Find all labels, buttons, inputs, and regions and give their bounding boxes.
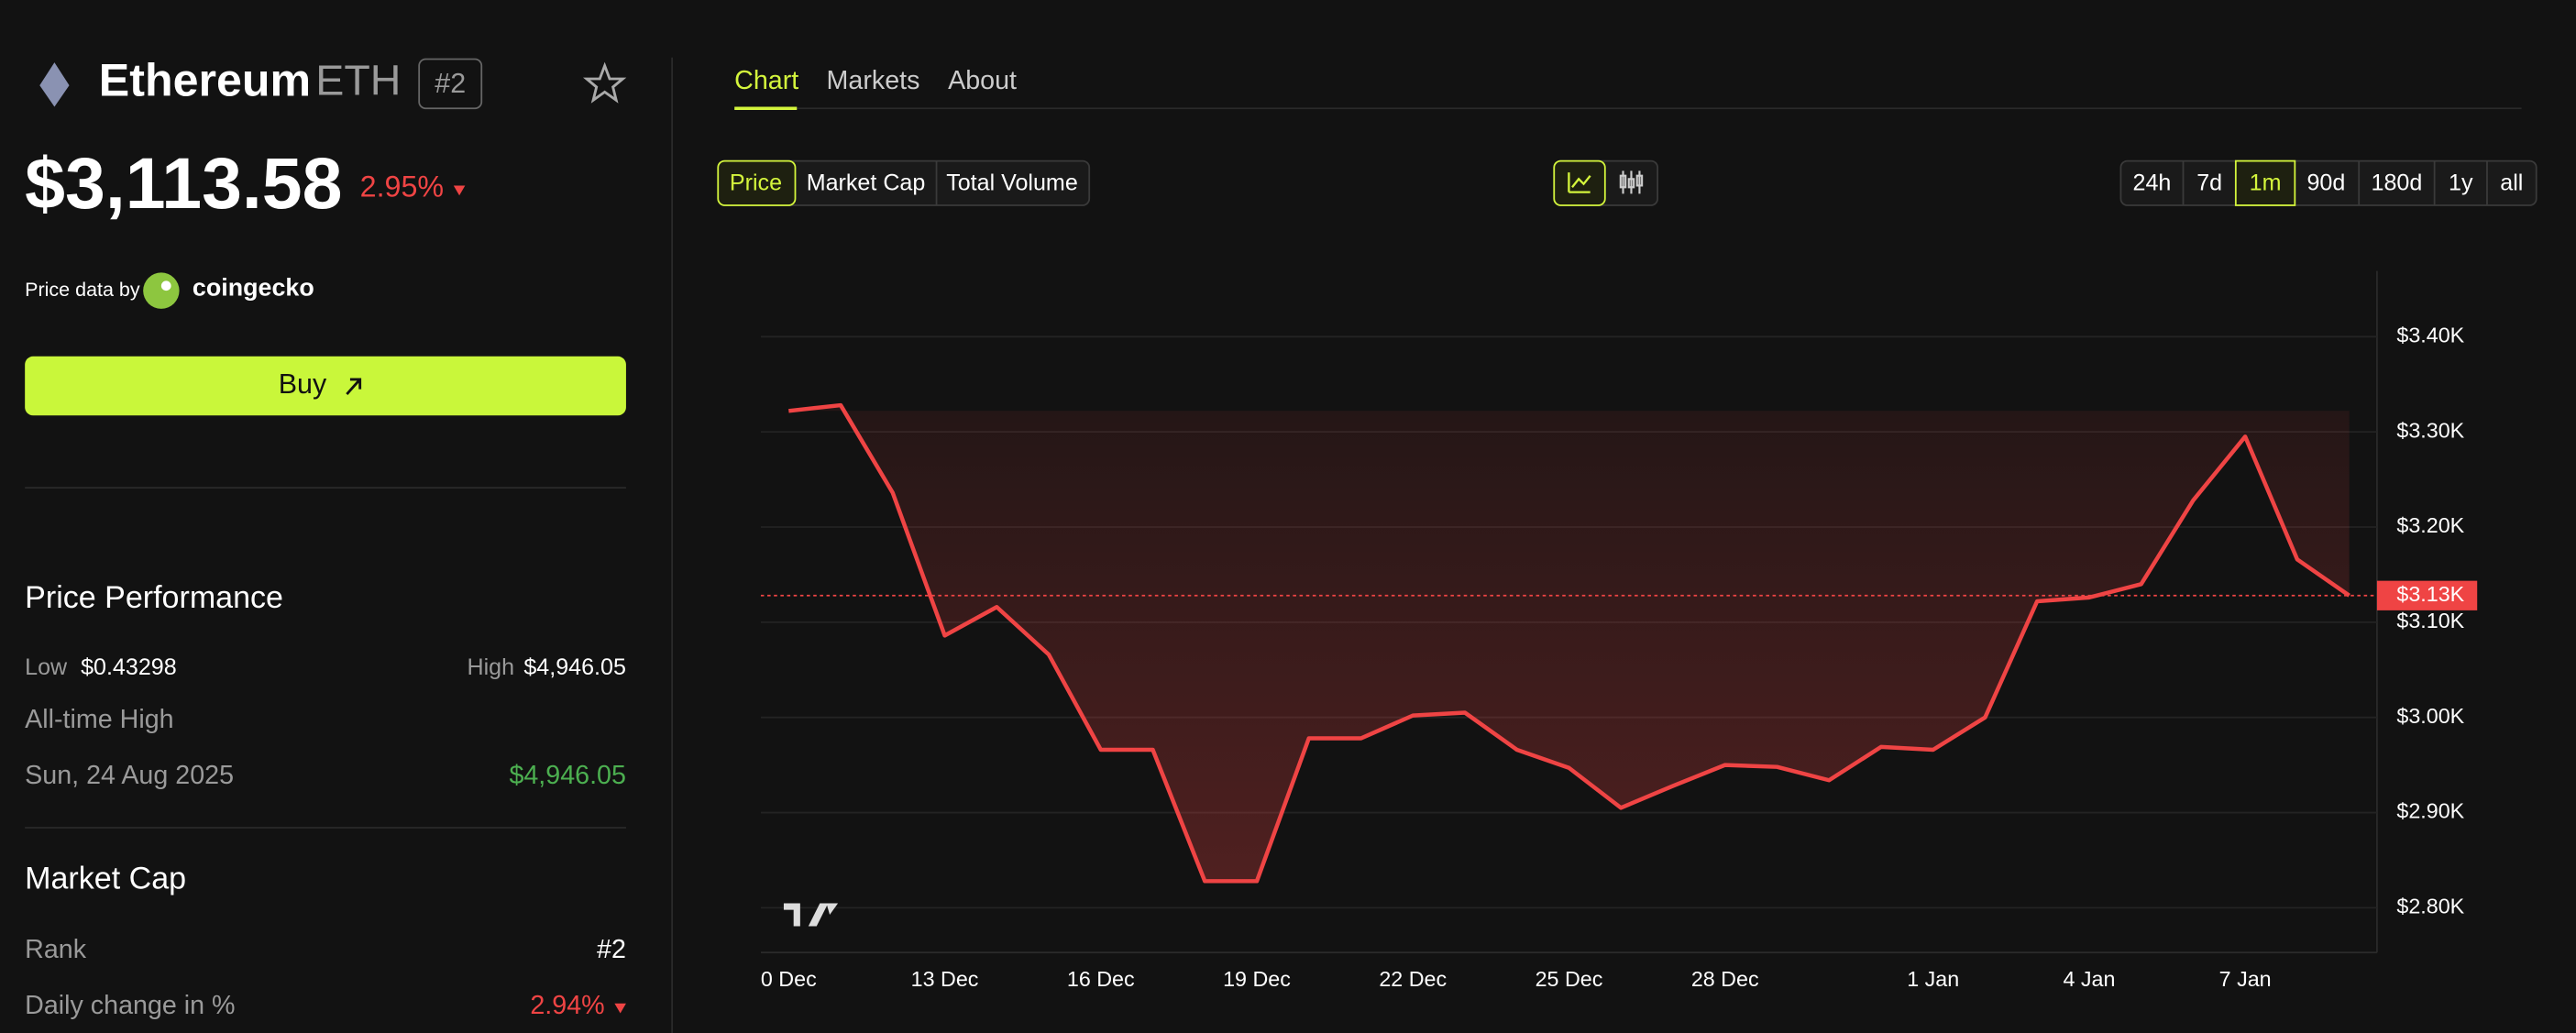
price-tag — [2376, 580, 2478, 610]
coingecko-eye — [160, 280, 171, 291]
tradingview-logo — [783, 903, 839, 927]
daily-label: Daily change in % — [25, 991, 235, 1020]
x-tick-label: 0 Dec — [761, 967, 817, 991]
ath-label: All-time High — [25, 705, 173, 734]
y-tick-label: $3.10K — [2396, 609, 2464, 632]
tab[interactable]: Markets — [827, 66, 920, 95]
favorite-star[interactable] — [582, 61, 627, 104]
x-tick-label: 22 Dec — [1379, 967, 1447, 991]
button-group — [2119, 159, 2537, 206]
eth-logo — [39, 62, 70, 107]
x-tick-label: 25 Dec — [1536, 967, 1603, 991]
metric-button[interactable]: Total Volume — [946, 170, 1078, 195]
price-change: 2.95% — [360, 170, 444, 203]
metric-button[interactable]: Market Cap — [807, 170, 926, 195]
low-value: $0.43298 — [81, 654, 177, 680]
selected-button[interactable] — [2234, 159, 2296, 206]
buy-label[interactable]: Buy — [279, 368, 327, 400]
y-tick-label: $3.40K — [2396, 323, 2464, 346]
range-button[interactable]: all — [2500, 170, 2523, 195]
high-value: $4,946.05 — [523, 654, 626, 680]
coin-symbol: ETH — [315, 57, 401, 104]
coingecko-logo — [143, 272, 180, 309]
line-icon — [1568, 172, 1591, 193]
range-button[interactable]: 90d — [2306, 170, 2345, 195]
chart: 0 Dec 13 Dec 16 Dec 19 Dec 22 Dec 25 Dec 28 De… — [760, 270, 2378, 991]
y-tick-label: $2.90K — [2396, 799, 2464, 823]
x-tick-label: 19 Dec — [1223, 967, 1291, 991]
section-title: Price Performance — [25, 580, 283, 615]
y-tick-label: $2.80K — [2396, 895, 2464, 918]
y-tick-label: $3.00K — [2396, 704, 2464, 728]
area — [788, 405, 2350, 882]
price: $3,113.58 — [25, 143, 342, 224]
metric-button[interactable]: Price — [730, 170, 782, 195]
source-name[interactable]: coingecko — [193, 273, 314, 301]
source-label: Price data by — [25, 279, 140, 301]
y-tick-label: $3.20K — [2396, 513, 2464, 537]
line — [788, 402, 2350, 884]
range-button[interactable]: 24h — [2133, 170, 2172, 195]
buy-button[interactable] — [25, 356, 626, 416]
y-tick-label: $3.30K — [2396, 418, 2464, 442]
x-tick-label: 7 Jan — [2219, 967, 2272, 991]
rank: #2 — [435, 68, 466, 99]
selected-button[interactable] — [717, 159, 797, 206]
high-label: High — [468, 654, 515, 680]
rank-value: #2 — [597, 935, 626, 964]
separators — [2182, 160, 2488, 205]
tab[interactable]: About — [948, 66, 1017, 95]
rank-badge — [418, 58, 483, 110]
tab[interactable]: Chart — [734, 66, 798, 95]
x-tick-label: 13 Dec — [911, 967, 979, 991]
coin-name: Ethereum — [99, 55, 311, 106]
down-arrow — [614, 1003, 626, 1014]
ath-value: $4,946.05 — [509, 761, 625, 790]
range-button[interactable]: 180d — [2372, 170, 2423, 195]
daily-value: 2.94% — [530, 991, 604, 1020]
candle-chart-button[interactable] — [1619, 170, 1644, 194]
line-chart-button[interactable] — [1553, 159, 1606, 206]
x-tick-label: 28 Dec — [1691, 967, 1759, 991]
section-title: Market Cap — [25, 861, 186, 896]
rank-label: Rank — [25, 935, 87, 964]
down-arrow — [453, 185, 466, 196]
ath-date: Sun, 24 Aug 2025 — [25, 761, 234, 790]
x-tick-label: 1 Jan — [1907, 967, 1959, 991]
price-tag-label: $3.13K — [2396, 582, 2464, 606]
range-button[interactable]: 7d — [2196, 170, 2222, 195]
x-tick-label: 16 Dec — [1067, 967, 1135, 991]
x-tick-label: 4 Jan — [2063, 967, 2115, 991]
range-button[interactable]: 1m — [2250, 170, 2282, 195]
range-button[interactable]: 1y — [2449, 170, 2473, 195]
buy-icon — [346, 378, 362, 395]
low-label: Low — [25, 654, 68, 680]
